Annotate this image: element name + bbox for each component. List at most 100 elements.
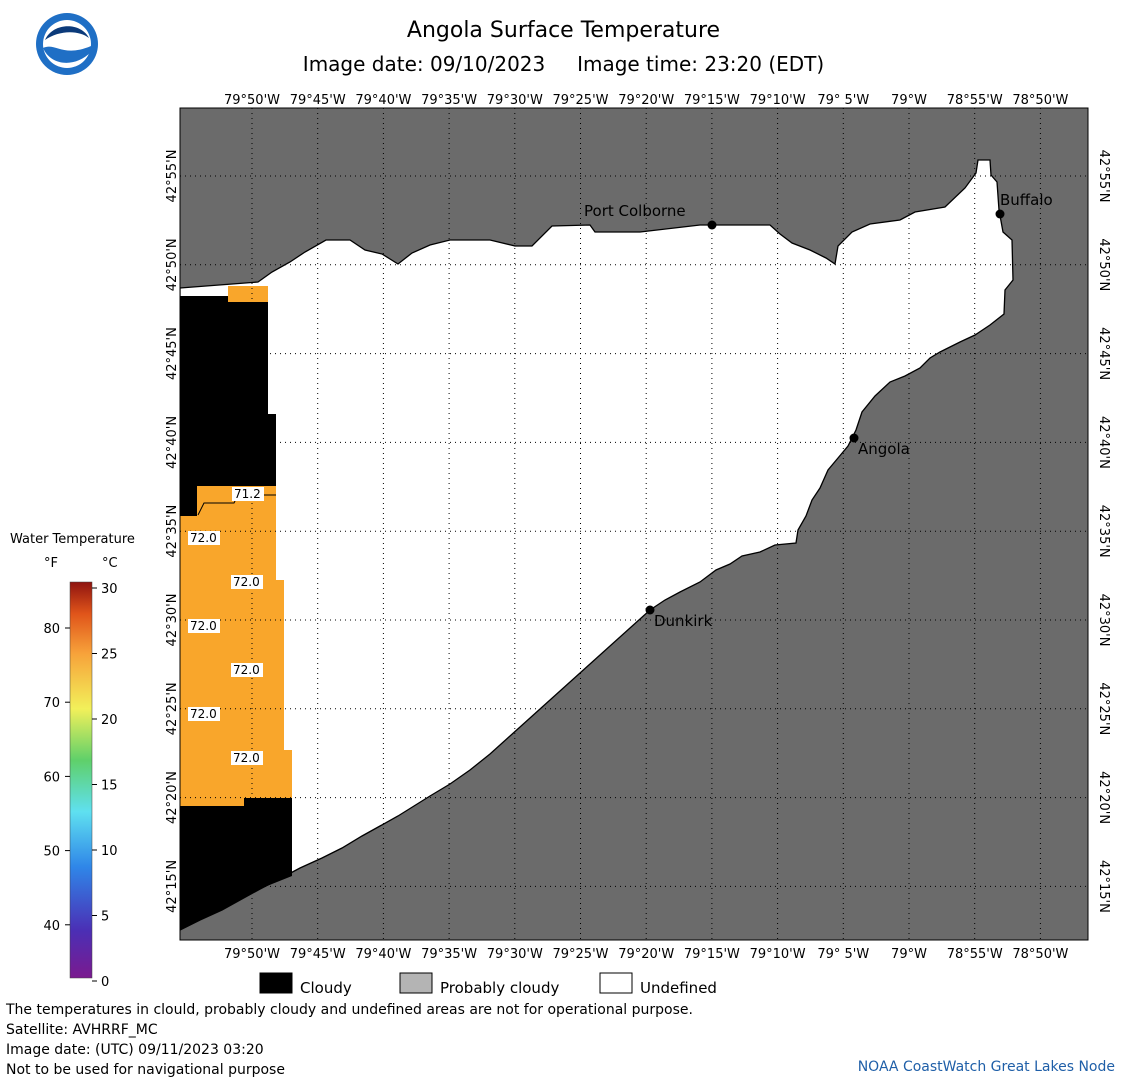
credit-line: NOAA CoastWatch Great Lakes Node (857, 1059, 1115, 1075)
lat-tick-label: 42°35'N (1096, 505, 1111, 558)
city-marker-dunkirk (645, 605, 655, 615)
lat-tick-label: 42°20'N (1096, 771, 1111, 824)
lon-tick-label: 79°35'W (421, 947, 477, 962)
fahrenheit-ticks: 80 70 60 50 40 (43, 622, 70, 934)
lon-tick-label: 79°10'W (750, 947, 806, 962)
lon-tick-label: 79°10'W (750, 93, 806, 108)
c-tick-label: 25 (101, 648, 118, 663)
lon-labels-top: 79°50'W 79°45'W 79°40'W 79°35'W 79°30'W 79°25… (224, 93, 1069, 108)
sst-patch-north (228, 286, 268, 302)
legend-swatch-undefined (599, 972, 633, 994)
lon-tick-label: 79°30'W (487, 947, 543, 962)
lon-tick-label: 79°15'W (684, 93, 740, 108)
isotherm-label: 72.0 (233, 575, 260, 589)
city-label-port-colborne: Port Colborne (584, 202, 686, 220)
lon-tick-label: 79°45'W (290, 947, 346, 962)
lat-tick-label: 42°45'N (1096, 327, 1111, 380)
isotherm-labels: 71.2 72.0 72.0 72.0 72.0 72.0 72.0 (188, 487, 264, 765)
scale-c-label: °C (102, 556, 118, 571)
c-tick-label: 20 (101, 713, 118, 728)
celsius-ticks: 30 25 20 15 10 5 0 (92, 582, 118, 990)
c-tick-label: 30 (101, 582, 118, 597)
isotherm-label: 72.0 (190, 531, 217, 545)
lat-tick-label: 42°30'N (1096, 594, 1111, 647)
lon-tick-label: 79°W (891, 947, 927, 962)
lon-tick-label: 79°50'W (224, 93, 280, 108)
sst-region-72f (180, 486, 292, 806)
c-tick-label: 5 (101, 910, 109, 925)
lon-tick-label: 78°50'W (1012, 93, 1068, 108)
temperature-color-bar (69, 581, 93, 979)
lon-tick-label: 78°55'W (947, 947, 1003, 962)
lon-tick-label: 79°W (891, 93, 927, 108)
legend-label-cloudy: Cloudy (300, 979, 352, 997)
graticule (180, 108, 1088, 940)
lat-tick-label: 42°50'N (165, 238, 180, 291)
city-marker-angola (849, 433, 859, 443)
footer-notes: The temperatures in clould, probably clo… (6, 1000, 693, 1080)
lon-tick-label: 79°45'W (290, 93, 346, 108)
lat-tick-label: 42°25'N (165, 682, 180, 735)
city-label-dunkirk: Dunkirk (654, 612, 713, 630)
lon-tick-label: 79°40'W (355, 93, 411, 108)
logo-text: NOAA (53, 35, 82, 45)
legend-swatch-probably-cloudy (399, 972, 433, 994)
isotherm-label: 72.0 (233, 751, 260, 765)
c-tick-label: 15 (101, 779, 118, 794)
isotherm-label: 72.0 (233, 663, 260, 677)
city-marker-port-colborne (707, 220, 717, 230)
map-title: Angola Surface Temperature (406, 18, 721, 43)
note-satellite: Satellite: AVHRRF_MC (6, 1022, 158, 1038)
f-tick-label: 40 (43, 919, 60, 934)
lon-tick-label: 79°30'W (487, 93, 543, 108)
lat-labels-right: 42°55'N 42°50'N 42°45'N 42°40'N 42°35'N 42°30… (1096, 150, 1111, 913)
lat-tick-label: 42°30'N (165, 594, 180, 647)
lon-tick-label: 79° 5'W (817, 947, 869, 962)
scale-f-label: °F (44, 556, 58, 571)
city-label-buffalo: Buffalo (1000, 191, 1053, 209)
lat-tick-label: 42°55'N (1096, 150, 1111, 203)
lon-tick-label: 79°20'W (618, 947, 674, 962)
lon-tick-label: 79°25'W (552, 947, 608, 962)
isotherm-label: 72.0 (190, 707, 217, 721)
image-time-label: Image time: 23:20 (EDT) (577, 52, 825, 76)
lon-tick-label: 79°50'W (224, 947, 280, 962)
note-utc-date: Image date: (UTC) 09/11/2023 03:20 (6, 1042, 264, 1058)
lat-tick-label: 42°15'N (165, 860, 180, 913)
f-tick-label: 80 (43, 622, 60, 637)
noaa-logo: NOAA (36, 13, 98, 75)
map-subtitle: Image date: 09/10/2023 Image time: 23:20… (0, 52, 1127, 76)
lat-tick-label: 42°50'N (1096, 238, 1111, 291)
legend-swatch-cloudy (259, 972, 293, 994)
city-label-angola: Angola (858, 440, 910, 458)
lat-tick-label: 42°55'N (165, 150, 180, 203)
lon-labels-bottom: 79°50'W 79°45'W 79°40'W 79°35'W 79°30'W 79°25… (224, 947, 1069, 962)
legend-label-probably-cloudy: Probably cloudy (440, 979, 559, 997)
c-tick-label: 0 (101, 975, 109, 990)
map-frame (179, 107, 1089, 941)
lon-tick-label: 79° 5'W (817, 93, 869, 108)
note-navigation: Not to be used for navigational purpose (6, 1062, 285, 1078)
lon-tick-label: 79°20'W (618, 93, 674, 108)
lon-tick-label: 78°50'W (1012, 947, 1068, 962)
lon-tick-label: 79°15'W (684, 947, 740, 962)
city-marker-buffalo (995, 209, 1005, 219)
c-tick-label: 10 (101, 844, 118, 859)
lon-tick-label: 78°55'W (947, 93, 1003, 108)
f-tick-label: 50 (43, 845, 60, 860)
lat-tick-label: 42°20'N (165, 771, 180, 824)
lon-tick-label: 79°35'W (421, 93, 477, 108)
f-tick-label: 70 (43, 696, 60, 711)
scale-title: Water Temperature (10, 532, 135, 547)
lat-tick-label: 42°35'N (165, 505, 180, 558)
lon-tick-label: 79°25'W (552, 93, 608, 108)
image-date-label: Image date: 09/10/2023 (302, 52, 546, 76)
cloud-region-south (180, 798, 292, 930)
lon-tick-label: 79°40'W (355, 947, 411, 962)
note-disclaimer: The temperatures in clould, probably clo… (6, 1002, 693, 1018)
lat-tick-label: 42°15'N (1096, 860, 1111, 913)
lake-area (180, 159, 1014, 931)
f-tick-label: 60 (43, 770, 60, 785)
legend-label-undefined: Undefined (640, 979, 717, 997)
lat-tick-label: 42°45'N (165, 327, 180, 380)
